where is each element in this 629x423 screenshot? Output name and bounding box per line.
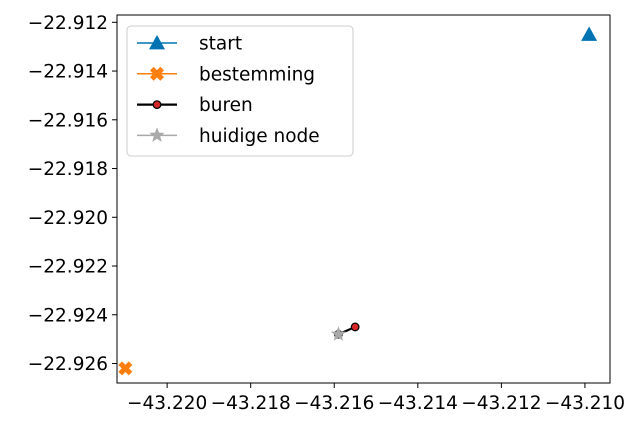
legend-item: buren (137, 95, 253, 116)
data-point (350, 322, 360, 332)
legend-marker (152, 100, 162, 109)
legend-item: bestemming (137, 64, 315, 85)
y-tick-label: −22.916 (28, 110, 108, 131)
y-tick-label: −22.926 (28, 354, 108, 375)
legend: start bestemming buren huidige node (126, 25, 354, 157)
x-axis: −43.220 −43.218 −43.216 −43.214 −43.212 −43.2… (127, 383, 625, 414)
legend-label: huidige node (199, 126, 320, 147)
data-point (581, 26, 598, 41)
y-tick-label: −22.920 (28, 208, 108, 229)
x-tick-label: −43.210 (545, 393, 625, 414)
legend-label: start (199, 34, 242, 55)
legend-label: buren (199, 95, 253, 116)
y-tick-label: −22.924 (28, 305, 108, 326)
legend-item: huidige node (137, 126, 320, 147)
x-tick-label: −43.218 (211, 393, 291, 414)
axes-frame (116, 14, 611, 384)
y-tick-label: −22.912 (28, 13, 108, 34)
y-axis: −22.926 −22.924 −22.922 −22.920 −22.918 −22.9… (28, 13, 117, 375)
x-tick-label: −43.212 (461, 393, 541, 414)
legend-item: start (137, 34, 242, 55)
y-tick-label: −22.922 (28, 257, 108, 278)
x-tick-label: −43.220 (127, 393, 207, 414)
x-tick-label: −43.214 (378, 393, 458, 414)
legend-marker (149, 127, 165, 142)
y-tick-label: −22.914 (28, 62, 108, 83)
series-bestemming (118, 361, 133, 376)
data-point (118, 361, 133, 376)
plot-area (118, 26, 598, 376)
legend-box (126, 25, 354, 157)
data-point (330, 326, 347, 341)
series-huidige-node (330, 326, 347, 341)
legend-marker (149, 35, 165, 50)
series-start (581, 26, 598, 41)
legend-marker (150, 66, 164, 81)
y-tick-label: −22.918 (28, 159, 108, 180)
x-tick-label: −43.216 (294, 393, 374, 414)
legend-label: bestemming (199, 64, 315, 85)
